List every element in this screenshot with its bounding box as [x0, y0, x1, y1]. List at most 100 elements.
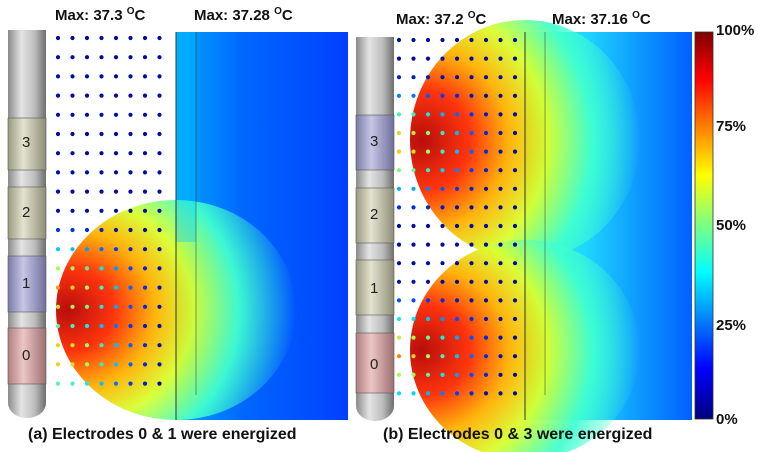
temperature-dot [84, 170, 90, 175]
temperature-dot [411, 93, 416, 98]
temperature-dot [84, 343, 90, 348]
temperature-dot [157, 381, 162, 386]
temperature-dot [99, 362, 104, 367]
temperature-dot [483, 112, 489, 117]
electrode-a-0: 0 [22, 347, 31, 364]
temperature-dot [70, 285, 75, 290]
temperature-dot [498, 261, 503, 266]
temperature-dot [411, 354, 416, 359]
max-text: Max: 37.3 [55, 7, 123, 24]
temperature-dot [411, 242, 416, 247]
temperature-dot [55, 247, 61, 252]
temperature-dot [498, 205, 503, 210]
temperature-dot [425, 298, 431, 303]
temperature-dot [498, 56, 503, 61]
temperature-dot [84, 323, 90, 329]
temperature-dot [512, 354, 518, 359]
temperature-dot [454, 223, 460, 229]
temperature-dot [128, 170, 133, 175]
temperature-dot [70, 74, 75, 79]
temperature-dot [84, 247, 90, 252]
temperature-dot [498, 279, 503, 284]
unit-super: O [632, 10, 640, 21]
electrode-a-2: 2 [22, 204, 31, 221]
temperature-dot [142, 93, 148, 98]
temperature-dot [113, 74, 119, 79]
temperature-dot [396, 372, 402, 377]
temperature-dot [99, 304, 104, 309]
temperature-dot [142, 170, 148, 175]
temperature-dot [396, 354, 402, 359]
temperature-dot [411, 261, 416, 266]
temperature-dot [498, 112, 503, 117]
temperature-dot [142, 74, 148, 79]
temperature-dot [425, 93, 431, 98]
temperature-dot [55, 74, 61, 79]
temperature-dot [425, 149, 431, 154]
temperature-dot [128, 74, 133, 79]
max-label-b-map: Max: 37.16 OC [552, 10, 651, 28]
temperature-dot [454, 354, 460, 359]
temperature-dot [142, 266, 148, 271]
temperature-dot [425, 168, 431, 173]
temperature-dot [454, 149, 460, 154]
temperature-dot [84, 112, 90, 117]
temperature-dot [157, 304, 162, 309]
temperature-dot [425, 112, 431, 117]
temperature-dot [70, 343, 75, 348]
temperature-dot [512, 335, 518, 340]
temperature-dot [512, 316, 518, 322]
temperature-dot [440, 168, 445, 173]
temperature-dot [498, 75, 503, 80]
temperature-dot [440, 372, 445, 377]
temperature-dot [99, 208, 104, 213]
temperature-dot [483, 298, 489, 303]
temperature-dot [483, 168, 489, 173]
electrode-a-1: 1 [22, 275, 31, 292]
temperature-dot [128, 266, 133, 271]
temperature-dot [454, 261, 460, 266]
temperature-dot [425, 130, 431, 136]
temperature-dot [157, 285, 162, 290]
temperature-dot [454, 372, 460, 377]
temperature-dot [55, 112, 61, 117]
temperature-dot [70, 151, 75, 156]
temperature-dot [483, 56, 489, 61]
temperature-dot [483, 372, 489, 377]
temperature-dot [469, 354, 474, 359]
temperature-dot [55, 208, 61, 213]
temperature-dot [128, 208, 133, 213]
temperature-dot [113, 323, 119, 329]
temperature-dot [454, 93, 460, 98]
temperature-dot [84, 304, 90, 309]
max-text: Max: 37.2 [396, 11, 464, 28]
temperature-dot [469, 112, 474, 117]
temperature-dot [113, 170, 119, 175]
temperature-dot [113, 35, 119, 41]
temperature-dot [498, 335, 503, 340]
colorbar-tick-50: 50% [716, 217, 747, 234]
temperature-dot [99, 189, 104, 194]
temperature-dot [483, 223, 489, 229]
max-label-a-dots: Max: 37.3 OC [55, 6, 145, 24]
max-text: Max: 37.16 [552, 11, 628, 28]
temperature-dot [55, 381, 61, 386]
temperature-dot [396, 205, 402, 210]
temperature-dot [142, 208, 148, 213]
temperature-dot [70, 247, 75, 252]
temperature-dot [99, 55, 104, 60]
temperature-dot [396, 298, 402, 303]
temperature-dot [157, 362, 162, 367]
temperature-dot [469, 130, 474, 136]
temperature-dot [396, 186, 402, 191]
temperature-dot [498, 130, 503, 136]
temperature-dot [454, 37, 460, 43]
temperature-dot [454, 168, 460, 173]
temperature-dot [157, 247, 162, 252]
colorbar-tick-100: 100% [716, 22, 755, 39]
temperature-dot [512, 279, 518, 284]
caption-b: (b) Electrodes 0 & 3 were energized [383, 426, 653, 443]
temperature-dot [440, 186, 445, 191]
temperature-dot [469, 168, 474, 173]
